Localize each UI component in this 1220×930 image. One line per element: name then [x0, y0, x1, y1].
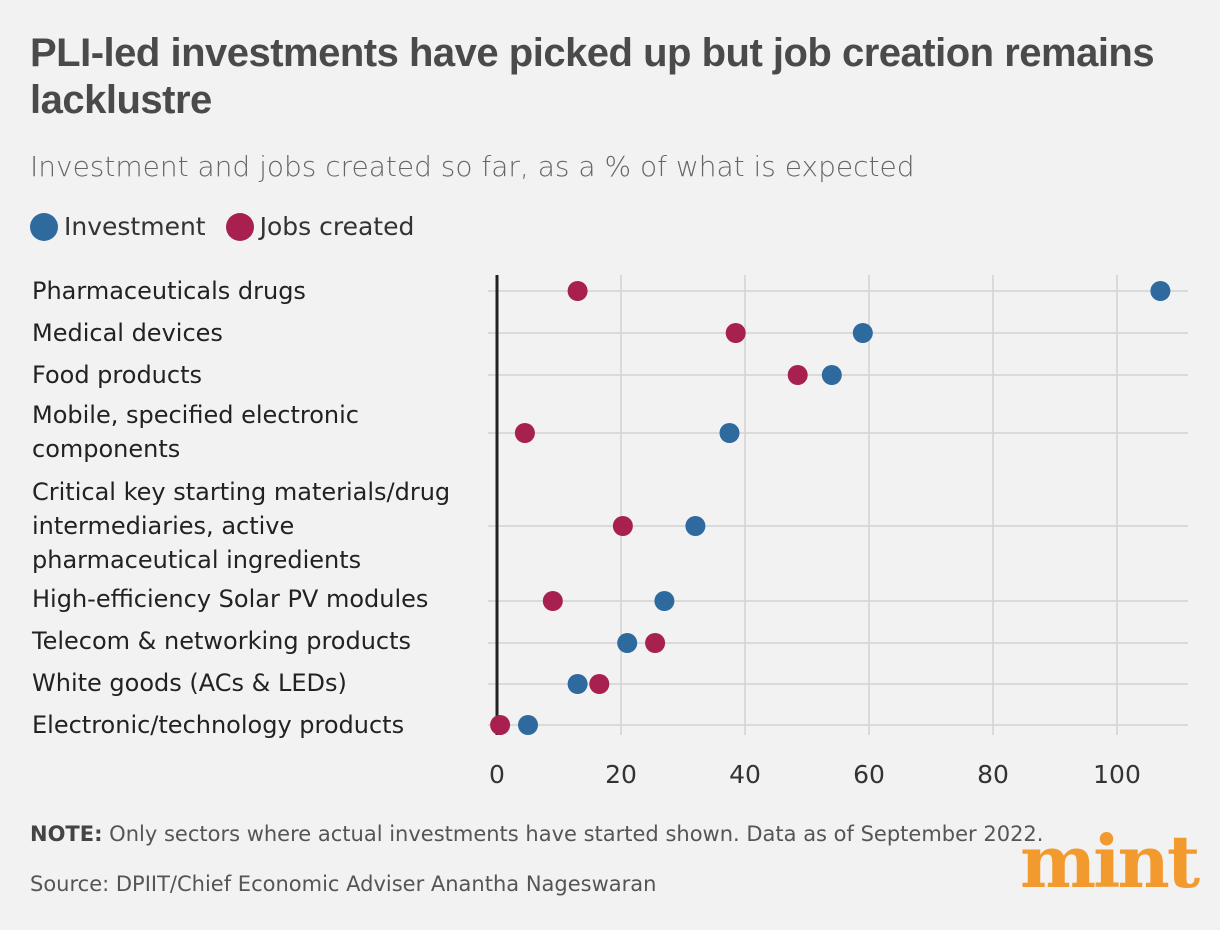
- dot-investment-0: [1150, 281, 1171, 301]
- dot-jobs-8: [490, 715, 511, 735]
- legend-label-investment: Investment: [64, 212, 206, 241]
- row-label-food-products: Food products: [32, 361, 202, 389]
- dot-investment-5: [654, 591, 675, 611]
- x-tick-label-20: 20: [605, 760, 637, 789]
- note-text: Only sectors where actual investments ha…: [102, 822, 1044, 846]
- dot-jobs-3: [514, 423, 535, 443]
- footnote: NOTE: Only sectors where actual investme…: [30, 822, 1043, 846]
- x-tick-label-40: 40: [729, 760, 761, 789]
- legend-swatch-investment: [30, 212, 58, 241]
- row-label-critical-ksm-api: Critical key starting materials/drug int…: [32, 478, 451, 574]
- row-label-electronic-tech: Electronic/technology products: [32, 711, 405, 739]
- dot-jobs-6: [645, 633, 666, 653]
- dot-jobs-7: [589, 674, 610, 694]
- dot-investment-2: [821, 365, 842, 385]
- dot-jobs-2: [787, 365, 808, 385]
- x-tick-label-100: 100: [1093, 760, 1141, 789]
- legend-swatch-jobs: [225, 212, 254, 241]
- mint-logo: mint: [1020, 819, 1200, 904]
- row-label-solar-pv: High-efficiency Solar PV modules: [32, 585, 429, 613]
- row-label-medical-devices: Medical devices: [32, 319, 223, 347]
- row-label-telecom: Telecom & networking products: [32, 627, 412, 655]
- dot-investment-7: [567, 674, 588, 694]
- x-tick-label-0: 0: [489, 760, 505, 789]
- dot-jobs-1: [725, 323, 746, 343]
- legend-item-jobs: Jobs created: [225, 212, 415, 241]
- x-tick-label-80: 80: [977, 760, 1009, 789]
- x-tick-label-60: 60: [853, 760, 885, 789]
- dot-investment-6: [617, 633, 638, 653]
- dot-jobs-5: [542, 591, 563, 611]
- chart-title: PLI-led investments have picked up but j…: [30, 31, 1155, 122]
- dot-investment-8: [518, 715, 538, 735]
- chart-subtitle: Investment and jobs created so far, as a…: [30, 150, 915, 183]
- dot-investment-4: [685, 516, 706, 536]
- dot-investment-3: [719, 423, 740, 443]
- dot-jobs-4: [612, 516, 633, 536]
- source-line: Source: DPIIT/Chief Economic Adviser Ana…: [30, 872, 657, 896]
- dot-investment-1: [852, 323, 873, 343]
- legend-label-jobs: Jobs created: [259, 212, 415, 241]
- dot-plot: 0 20 40 60 80 100: [488, 275, 1188, 789]
- note-label: NOTE:: [30, 822, 103, 846]
- row-label-pharma-drugs: Pharmaceuticals drugs: [32, 277, 306, 305]
- row-label-white-goods: White goods (ACs & LEDs): [32, 669, 347, 697]
- row-label-mobile-electronics: Mobile, specified electronic components: [32, 401, 359, 463]
- legend-item-investment: Investment: [30, 212, 206, 241]
- dot-jobs-0: [567, 281, 588, 301]
- legend: Investment Jobs created: [30, 212, 434, 241]
